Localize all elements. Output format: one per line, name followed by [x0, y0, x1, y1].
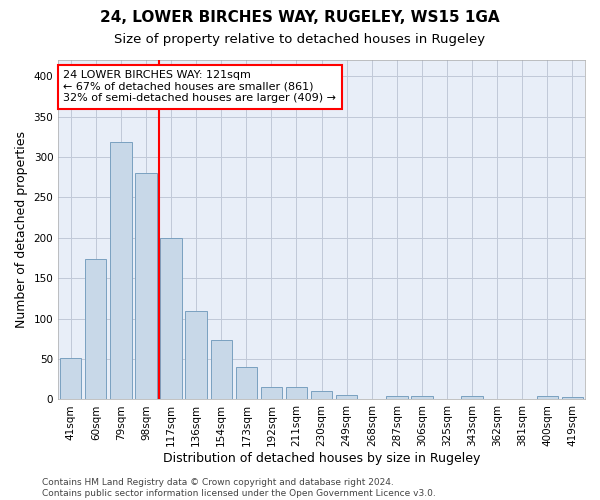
Bar — [311, 392, 332, 400]
Bar — [562, 397, 583, 400]
Text: 24 LOWER BIRCHES WAY: 121sqm
← 67% of detached houses are smaller (861)
32% of s: 24 LOWER BIRCHES WAY: 121sqm ← 67% of de… — [64, 70, 337, 103]
Bar — [236, 367, 257, 400]
Y-axis label: Number of detached properties: Number of detached properties — [15, 131, 28, 328]
Bar — [211, 340, 232, 400]
Text: 24, LOWER BIRCHES WAY, RUGELEY, WS15 1GA: 24, LOWER BIRCHES WAY, RUGELEY, WS15 1GA — [100, 10, 500, 25]
X-axis label: Distribution of detached houses by size in Rugeley: Distribution of detached houses by size … — [163, 452, 480, 465]
Bar — [411, 396, 433, 400]
Bar — [60, 358, 82, 400]
Bar — [136, 173, 157, 400]
Bar — [85, 259, 106, 400]
Text: Contains HM Land Registry data © Crown copyright and database right 2024.
Contai: Contains HM Land Registry data © Crown c… — [42, 478, 436, 498]
Bar — [110, 142, 131, 400]
Bar — [336, 394, 358, 400]
Bar — [286, 388, 307, 400]
Bar — [261, 386, 282, 400]
Bar — [461, 396, 483, 400]
Text: Size of property relative to detached houses in Rugeley: Size of property relative to detached ho… — [115, 32, 485, 46]
Bar — [185, 312, 207, 400]
Bar — [537, 396, 558, 400]
Bar — [160, 238, 182, 400]
Bar — [386, 396, 407, 400]
